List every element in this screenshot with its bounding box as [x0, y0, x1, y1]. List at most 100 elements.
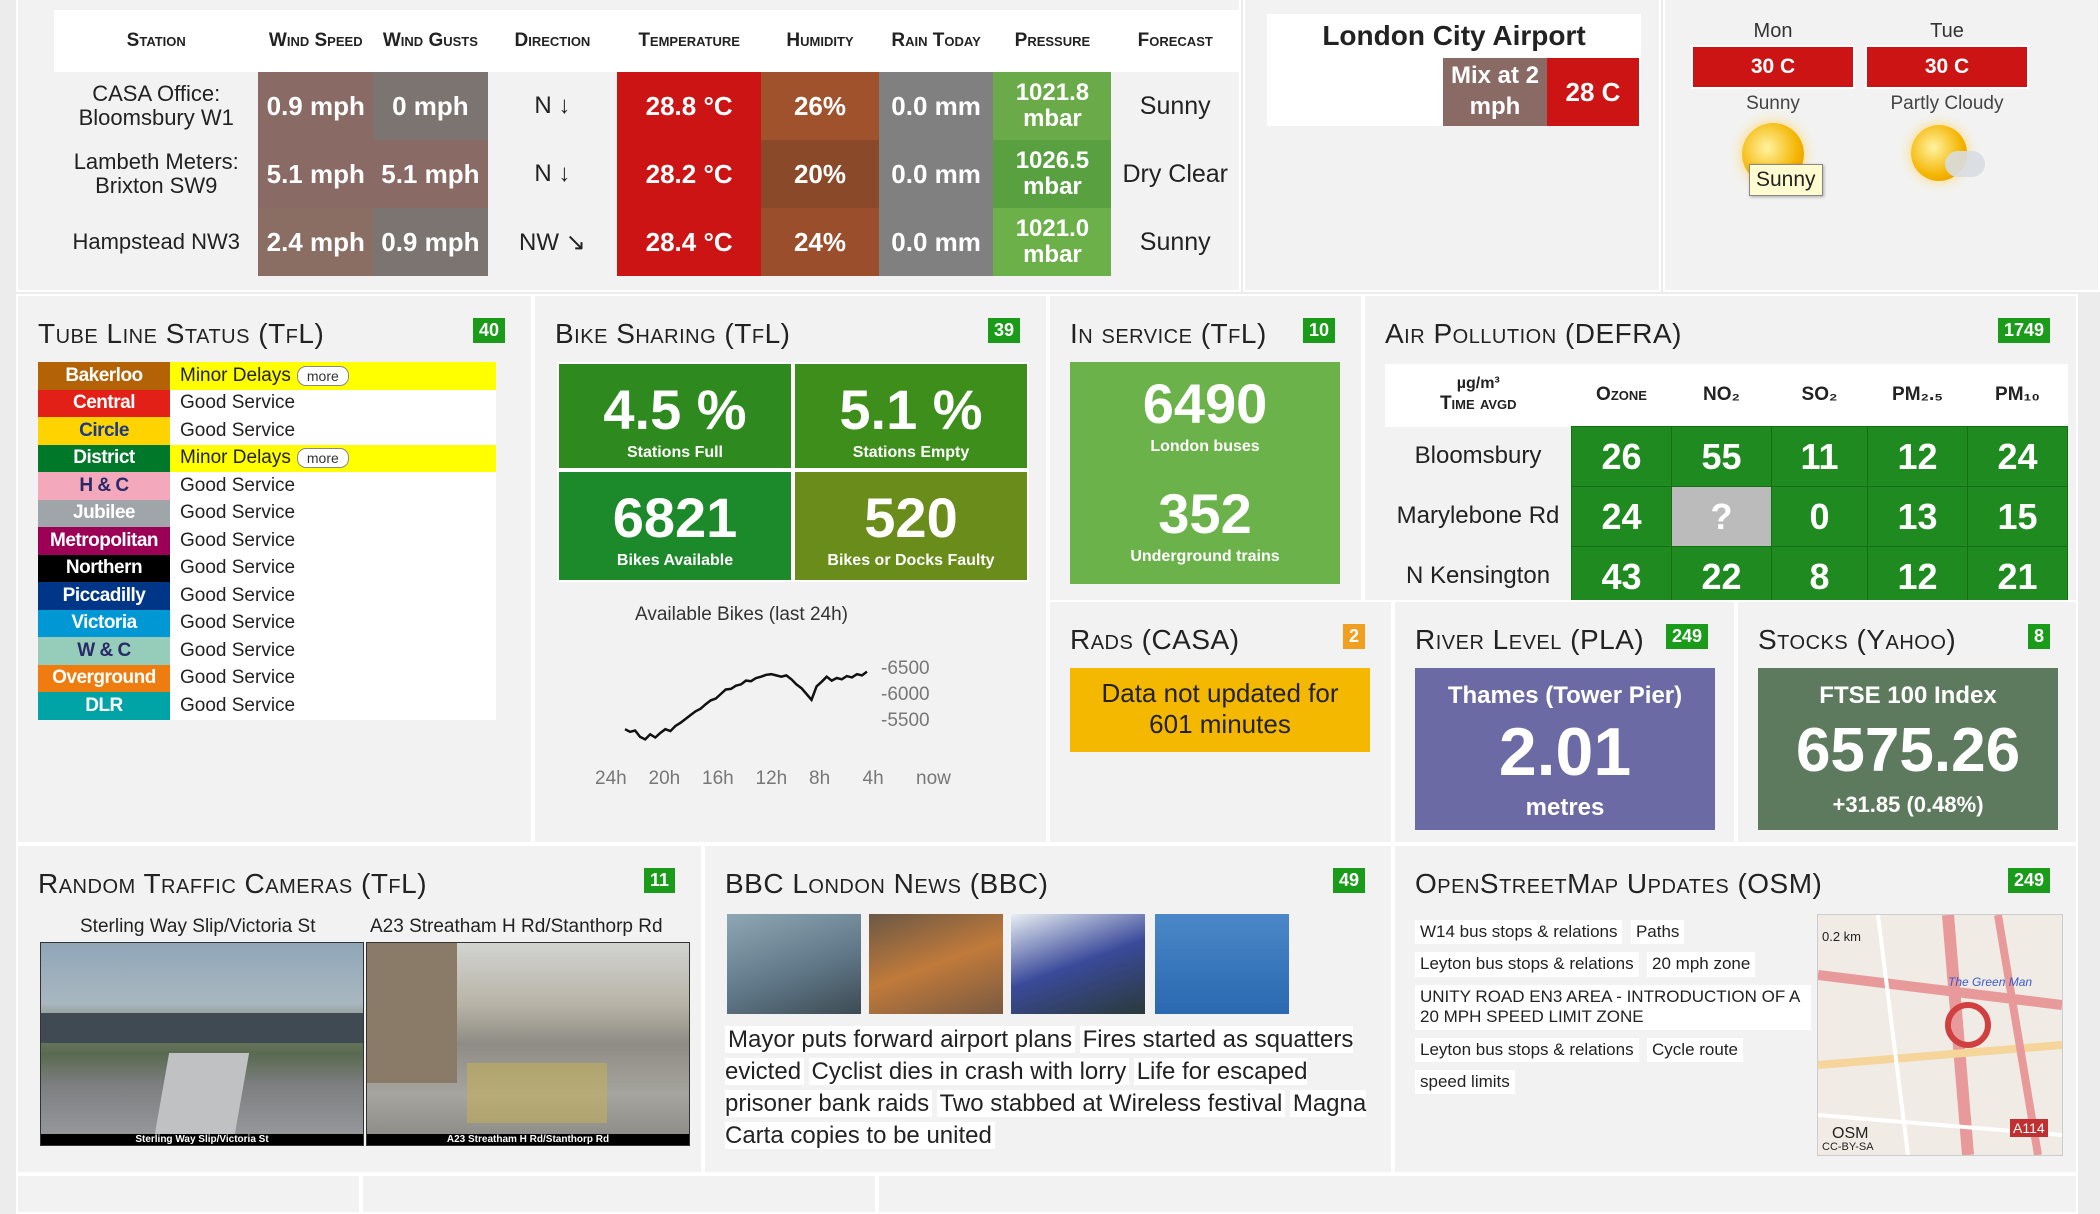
camera-image[interactable]: Sterling Way Slip/Victoria St	[40, 942, 364, 1146]
tube-line-name: Victoria	[38, 609, 170, 637]
stations-full-value: 4.5 %	[603, 378, 747, 441]
col-temp: Temperature	[617, 10, 762, 72]
rain-today: 0.0 mm	[878, 208, 994, 276]
tube-line-status: Good Service	[170, 527, 496, 555]
table-row: Marylebone Rd 24 ? 0 13 15	[1385, 486, 2068, 547]
news-thumb[interactable]	[1011, 914, 1145, 1014]
unit-label: µg/m³	[1456, 375, 1500, 393]
buses-label: London buses	[1150, 438, 1260, 455]
col-so2: SO₂	[1771, 364, 1868, 427]
pressure: 1021.8 mbar	[993, 72, 1112, 140]
status-text: Good Service	[180, 392, 296, 414]
pressure: 1026.5 mbar	[993, 140, 1112, 208]
wind-direction: N ↓	[534, 160, 571, 187]
panel-title: BBC London News (BBC)	[725, 868, 1049, 899]
tube-line-status: Good Service	[170, 665, 496, 693]
panel-title: Stocks (Yahoo)	[1758, 624, 1957, 655]
status-text: Good Service	[180, 667, 296, 689]
rads-message: Data not updated for 601 minutes	[1070, 668, 1370, 752]
tube-line-row: Victoria Good Service	[38, 609, 496, 637]
partly-cloudy-icon	[1907, 123, 1987, 189]
map-label: A114	[2010, 1119, 2048, 1137]
bottom-panel	[16, 1174, 361, 1214]
news-thumb[interactable]	[869, 914, 1003, 1014]
osm-update-item[interactable]: Leyton bus stops & relations	[1415, 952, 1639, 977]
osm-update-item[interactable]: 20 mph zone	[1647, 952, 1756, 977]
col-forecast: Forecast	[1111, 10, 1239, 72]
news-headline[interactable]: Cyclist dies in crash with lorry	[808, 1058, 1130, 1085]
unit-sub: Time avgd	[1439, 393, 1517, 415]
update-badge: 40	[472, 318, 505, 343]
wind-gusts: 5.1 mph	[373, 140, 488, 208]
day-condition: Partly Cloudy	[1890, 93, 2004, 114]
tube-line-name: District	[38, 444, 170, 472]
no2-value: ?	[1671, 486, 1772, 547]
tube-line-status: Good Service	[170, 692, 496, 720]
osm-map[interactable]: 0.2 km The Green Man A114 OSM CC-BY-SA	[1817, 914, 2063, 1156]
y-tick-label: -6000	[881, 684, 930, 705]
table-row: CASA Office: Bloomsbury W1 0.9 mph 0 mph…	[54, 72, 1239, 140]
update-badge: 1749	[1997, 318, 2050, 343]
tube-line-row: H & C Good Service	[38, 472, 496, 500]
day-condition: Sunny	[1746, 93, 1800, 114]
panel-title: River Level (PLA)	[1415, 624, 1645, 655]
pm10-value: 15	[1967, 486, 2068, 547]
ozone-value: 43	[1571, 546, 1672, 607]
station-name: Lambeth Meters: Brixton SW9	[73, 148, 239, 198]
status-text: Good Service	[180, 612, 296, 634]
news-thumb[interactable]	[1155, 914, 1289, 1014]
rads-panel: Rads (CASA) 2 Data not updated for 601 m…	[1048, 600, 1393, 844]
tube-line-name: Bakerloo	[38, 362, 170, 390]
river-unit: metres	[1525, 794, 1605, 821]
cameras-panel: Random Traffic Cameras (TfL) 11 Sterling…	[16, 844, 703, 1174]
update-badge: 39	[987, 318, 1020, 343]
osm-update-item[interactable]: W14 bus stops & relations	[1415, 920, 1623, 945]
osm-update-item[interactable]: UNITY ROAD EN3 AREA - INTRODUCTION OF A …	[1415, 984, 1811, 1030]
osm-update-item[interactable]: speed limits	[1415, 1069, 1515, 1095]
panel-title: Rads (CASA)	[1070, 624, 1240, 655]
bikes-available-tile: 6821 Bikes Available	[557, 470, 793, 582]
chart-series-line	[624, 670, 868, 741]
no2-value: 22	[1671, 546, 1772, 607]
camera-image[interactable]: A23 Streatham H Rd/Stanthorp Rd	[366, 942, 690, 1146]
tube-line-row: Metropolitan Good Service	[38, 527, 496, 555]
news-thumb[interactable]	[727, 914, 861, 1014]
news-headline[interactable]: Mayor puts forward airport plans	[725, 1026, 1076, 1053]
col-rain: Rain Today	[878, 10, 994, 72]
tube-line-row: Bakerloo Minor Delays more	[38, 362, 496, 390]
news-headline[interactable]: Two stabbed at Wireless festival	[936, 1090, 1286, 1117]
osm-updates-list: W14 bus stops & relations Paths Leyton b…	[1415, 920, 1815, 1102]
buses-value: 6490	[1142, 372, 1268, 435]
airport-temp: 28 C	[1547, 58, 1639, 126]
osm-update-item[interactable]: Cycle route	[1647, 1037, 1744, 1062]
tube-line-status: Good Service	[170, 472, 496, 500]
panel-title: OpenStreetMap Updates (OSM)	[1415, 868, 1823, 899]
pm10-value: 21	[1967, 546, 2068, 607]
temperature: 28.8 °C	[617, 72, 762, 140]
more-button[interactable]: more	[296, 448, 349, 469]
status-text: Good Service	[180, 474, 296, 496]
no2-value: 55	[1671, 426, 1772, 487]
wind-direction: NW ↘	[519, 228, 586, 256]
tube-line-row: Circle Good Service	[38, 417, 496, 445]
more-button[interactable]: more	[296, 365, 349, 386]
stations-empty-label: Stations Empty	[852, 444, 970, 461]
osm-update-item[interactable]: Paths	[1630, 920, 1685, 945]
airport-panel: London City Airport Mix at 2 mph 28 C	[1243, 0, 1661, 292]
x-tick-label: 4h	[863, 768, 884, 789]
osm-update-item[interactable]: Leyton bus stops & relations	[1415, 1037, 1639, 1062]
y-tick-label: -6500	[881, 658, 930, 679]
bike-panel: Bike Sharing (TfL) 39 4.5 % Stations Ful…	[533, 294, 1048, 844]
tube-line-name: Jubilee	[38, 499, 170, 527]
stations-full-label: Stations Full	[627, 444, 723, 461]
bikes-faulty-tile: 520 Bikes or Docks Faulty	[793, 470, 1029, 582]
river-value: 2.01	[1498, 714, 1632, 790]
col-pm25: PM₂.₅	[1867, 364, 1968, 427]
forecast-day-mon: Mon 30 C Sunny	[1691, 20, 1855, 185]
ozone-value: 24	[1571, 486, 1672, 547]
table-row: Bloomsbury 26 55 11 12 24	[1385, 426, 2068, 487]
wind-direction: N ↓	[534, 92, 571, 119]
tube-line-name: DLR	[38, 692, 170, 720]
pm25-value: 12	[1867, 426, 1968, 487]
pm25-value: 12	[1867, 546, 1968, 607]
